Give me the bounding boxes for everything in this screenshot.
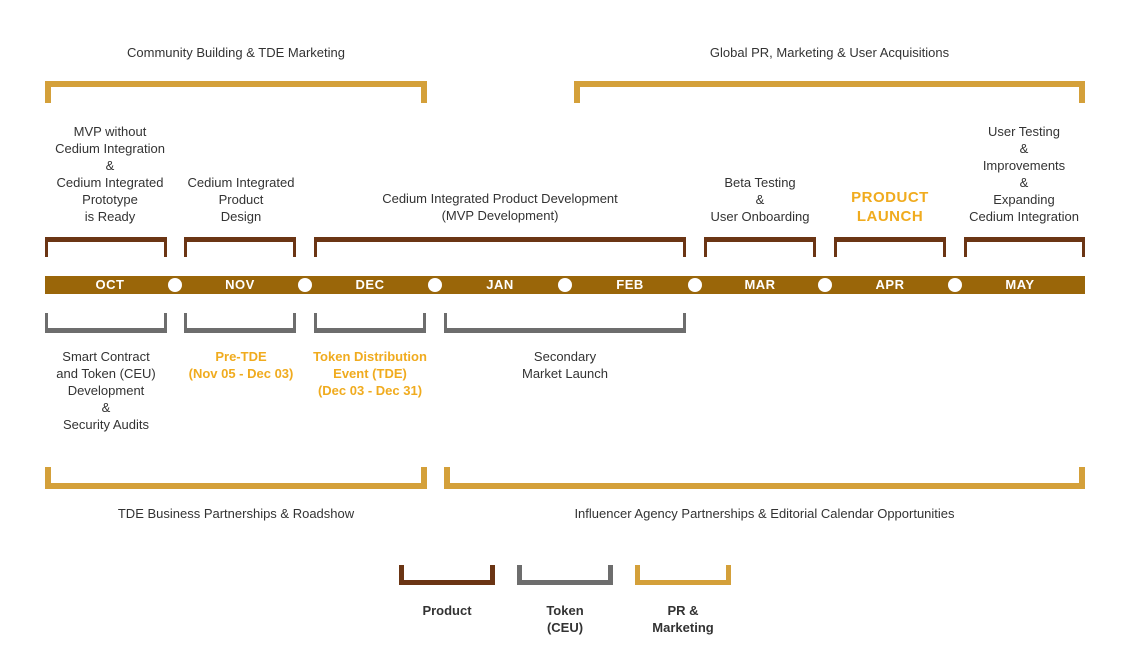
product-bracket-dec-feb [314,237,686,257]
month-may: MAY [1005,277,1035,292]
bottom-right-bracket-label: Influencer Agency Partnerships & Editori… [574,506,955,521]
product-item-mvp: MVP without Cedium Integration & Cedium … [55,124,165,224]
timeline-dot [168,278,182,292]
product-bracket-nov [184,237,296,257]
token-item-smart-contract: Smart Contract and Token (CEU) Developme… [56,349,156,432]
bottom-left-pr-bracket [45,467,427,489]
product-bracket-oct [45,237,167,257]
token-item-secondary-market: Secondary Market Launch [522,349,608,381]
timeline-dot [818,278,832,292]
legend-product-label: Product [422,603,472,618]
bottom-right-pr-bracket [444,467,1085,489]
product-bracket-apr [834,237,946,257]
product-item-user-testing: User Testing & Improvements & Expanding … [969,124,1079,224]
bottom-left-bracket-label: TDE Business Partnerships & Roadshow [117,506,355,521]
legend-token-label: Token (CEU) [546,603,584,635]
top-left-bracket-label: Community Building & TDE Marketing [127,45,345,60]
timeline-dot [688,278,702,292]
legend-product-swatch [399,565,495,585]
timeline-dot [948,278,962,292]
timeline-dot [558,278,572,292]
timeline-dot [298,278,312,292]
product-bracket-may [964,237,1085,257]
token-item-pre-tde: Pre-TDE (Nov 05 - Dec 03) [188,349,294,381]
month-feb: FEB [616,277,644,292]
legend-pr-label: PR & Marketing [652,603,714,635]
month-oct: OCT [95,277,125,292]
product-item-launch: PRODUCT LAUNCH [851,189,929,225]
top-left-pr-bracket [45,81,427,103]
token-bracket-dec [314,313,426,333]
month-mar: MAR [744,277,776,292]
legend-pr-swatch [635,565,731,585]
product-item-design: Cedium Integrated Product Design [187,175,295,224]
month-jan: JAN [486,277,514,292]
product-item-development: Cedium Integrated Product Development (M… [382,191,618,223]
token-bracket-oct [45,313,167,333]
legend-token-swatch [517,565,613,585]
month-apr: APR [875,277,905,292]
month-dec: DEC [355,277,385,292]
timeline-dot [428,278,442,292]
token-bracket-jan-feb [444,313,686,333]
token-bracket-nov [184,313,296,333]
product-bracket-mar [704,237,816,257]
token-item-tde: Token Distribution Event (TDE) (Dec 03 -… [313,349,427,398]
month-nov: NOV [225,277,255,292]
product-item-beta: Beta Testing & User Onboarding [710,175,810,224]
top-right-pr-bracket [574,81,1085,103]
top-right-bracket-label: Global PR, Marketing & User Acquisitions [709,45,950,60]
